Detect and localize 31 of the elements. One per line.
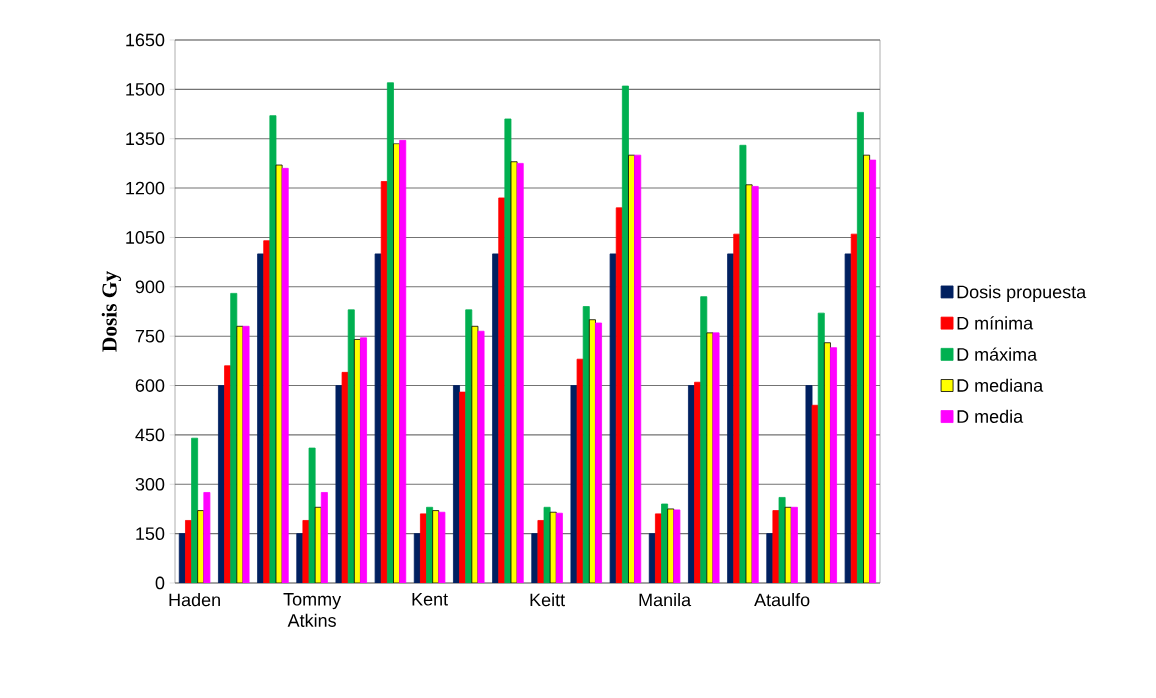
x-tick-label: Keitt	[530, 593, 565, 607]
x-tick-label: Kent	[412, 593, 448, 606]
y-tick-label: 750	[135, 329, 165, 343]
y-tick-label: 150	[136, 527, 165, 540]
y-tick-label: 900	[135, 280, 165, 294]
bar	[341, 371, 349, 583]
legend-label: D mínima	[957, 316, 1034, 330]
x-tick-label: Tommy Atkins	[283, 593, 342, 627]
y-tick-label: 1650	[126, 33, 165, 47]
y-tick-label: 450	[135, 428, 165, 442]
legend-label: Dosis propuesta	[957, 285, 1087, 302]
y-tick-label: 1350	[126, 132, 165, 146]
legend-label: D máxima	[957, 347, 1038, 361]
y-tick-label: 1050	[126, 231, 165, 244]
legend-label: D media	[957, 409, 1024, 423]
bar	[609, 253, 617, 583]
y-tick-label: 1500	[126, 82, 165, 96]
legend-label: D mediana	[957, 378, 1044, 392]
x-tick-label: Manila	[639, 593, 692, 607]
bar	[811, 404, 819, 583]
y-tick-label: 600	[135, 379, 165, 392]
x-tick-label: Haden	[169, 593, 220, 607]
y-tick-label: 0	[155, 576, 165, 590]
y-axis-title: Dosis Gy	[101, 271, 122, 352]
y-tick-label: 1200	[126, 181, 165, 195]
y-tick-label: 300	[135, 477, 165, 491]
x-tick-label: Ataulfo	[754, 593, 810, 607]
bar	[844, 253, 852, 583]
bar	[805, 385, 813, 583]
bar	[374, 253, 382, 583]
bar	[576, 358, 584, 583]
